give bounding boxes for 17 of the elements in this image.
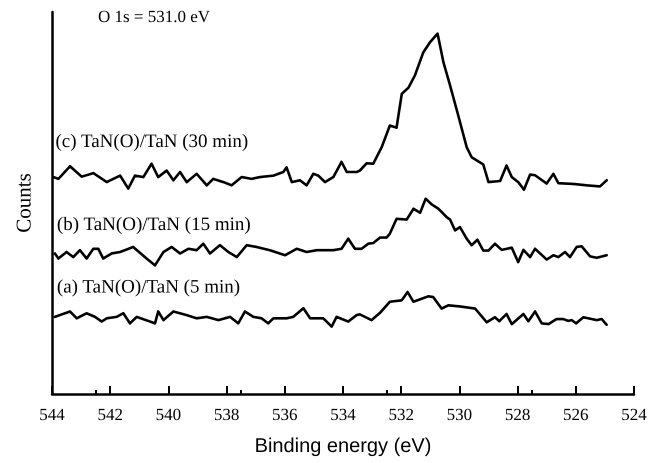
- y-axis-title: Counts: [12, 173, 36, 233]
- x-tick-label: 532: [388, 405, 414, 424]
- series-label: (b) TaN(O)/TaN (15 min): [56, 214, 251, 235]
- x-tick-label: 540: [156, 405, 182, 424]
- x-tick-label: 538: [214, 405, 240, 424]
- series-label: (c) TaN(O)/TaN (30 min): [55, 131, 248, 152]
- x-tick-label: 528: [504, 405, 530, 424]
- x-tick-label: 524: [621, 405, 648, 424]
- x-tick-label: 536: [272, 405, 298, 424]
- x-axis-title: Binding energy (eV): [254, 435, 432, 457]
- x-tick-label: 526: [563, 405, 589, 424]
- text: O 1s = 531.0 eV: [98, 7, 211, 26]
- series-label: (a) TaN(O)/TaN (5 min): [56, 276, 240, 298]
- x-tick-label: 544: [39, 405, 66, 424]
- x-tick-label: 530: [446, 405, 472, 424]
- x-tick-label: 534: [330, 405, 356, 424]
- x-tick-label: 542: [97, 405, 123, 424]
